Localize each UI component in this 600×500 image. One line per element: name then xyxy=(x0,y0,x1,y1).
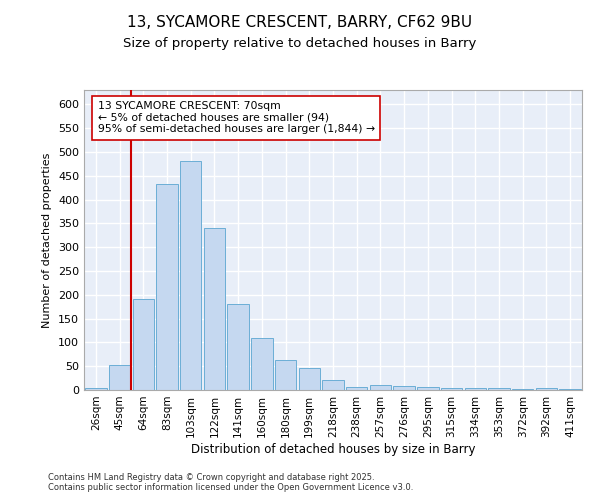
Bar xyxy=(394,386,415,390)
Bar xyxy=(464,388,486,390)
Bar xyxy=(85,388,107,390)
Bar xyxy=(204,228,225,390)
Bar xyxy=(536,388,557,390)
Y-axis label: Number of detached properties: Number of detached properties xyxy=(43,152,52,328)
Bar xyxy=(488,388,509,390)
Bar xyxy=(227,304,249,390)
Text: Contains HM Land Registry data © Crown copyright and database right 2025.
Contai: Contains HM Land Registry data © Crown c… xyxy=(48,473,413,492)
Bar xyxy=(370,385,391,390)
Bar xyxy=(559,388,581,390)
Bar xyxy=(322,380,344,390)
Text: 13, SYCAMORE CRESCENT, BARRY, CF62 9BU: 13, SYCAMORE CRESCENT, BARRY, CF62 9BU xyxy=(127,15,473,30)
Bar xyxy=(109,365,130,390)
Bar xyxy=(346,386,367,390)
Bar xyxy=(299,368,320,390)
X-axis label: Distribution of detached houses by size in Barry: Distribution of detached houses by size … xyxy=(191,442,475,456)
Bar xyxy=(417,387,439,390)
Bar xyxy=(157,184,178,390)
Text: Size of property relative to detached houses in Barry: Size of property relative to detached ho… xyxy=(124,38,476,51)
Text: 13 SYCAMORE CRESCENT: 70sqm
← 5% of detached houses are smaller (94)
95% of semi: 13 SYCAMORE CRESCENT: 70sqm ← 5% of deta… xyxy=(98,101,375,134)
Bar xyxy=(512,388,533,390)
Bar xyxy=(133,298,154,390)
Bar xyxy=(275,360,296,390)
Bar xyxy=(251,338,272,390)
Bar xyxy=(180,162,202,390)
Bar xyxy=(441,388,462,390)
